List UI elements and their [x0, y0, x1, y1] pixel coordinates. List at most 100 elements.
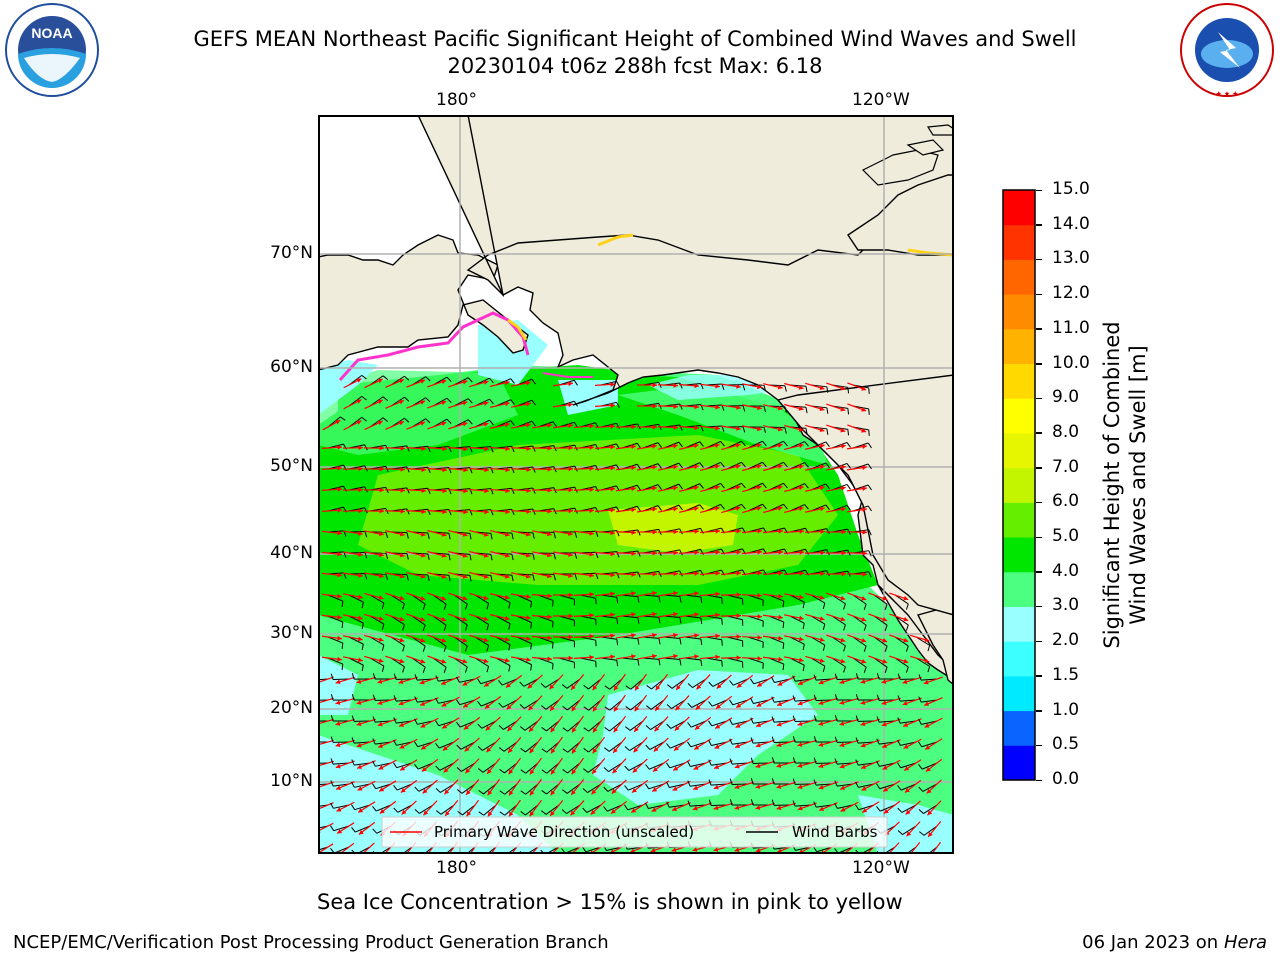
- wind-barb-flag: [603, 806, 608, 812]
- wind-barb: [396, 720, 413, 724]
- wave-arrow-head: [818, 721, 824, 726]
- wave-arrow-head: [610, 382, 615, 387]
- wave-arrow-head: [735, 743, 741, 748]
- wind-barb: [390, 615, 405, 626]
- wind-barb-flag: [834, 736, 838, 743]
- wind-barb-flag: [427, 532, 430, 539]
- wind-barb-flag: [762, 482, 767, 489]
- wave-arrow-head: [508, 790, 514, 796]
- colorbar-frame: [1002, 189, 1036, 781]
- wave-arrow-head: [757, 635, 762, 640]
- wave-arrow-head: [652, 465, 657, 470]
- wind-barb: [480, 678, 497, 685]
- wind-barb-flag: [478, 768, 484, 773]
- wind-barb-flag: [636, 463, 641, 470]
- wave-arrow-head: [693, 464, 699, 470]
- wind-barb-flag: [729, 778, 733, 785]
- wind-barb-flag: [446, 397, 452, 403]
- wave-arrow-head: [798, 485, 804, 491]
- wind-barb-flag: [385, 552, 389, 560]
- wind-barb-flag: [530, 601, 533, 608]
- wind-barb-flag: [422, 645, 426, 652]
- wind-barb-flag: [771, 736, 775, 743]
- wave-arrow-head: [399, 595, 405, 601]
- wave-arrow-head: [839, 721, 845, 726]
- wind-barb-flag: [750, 799, 754, 806]
- wave-arrow-head: [589, 655, 594, 660]
- wind-barb: [648, 783, 665, 790]
- wind-barb-flag: [804, 441, 809, 447]
- wind-barb-flag: [700, 638, 703, 645]
- wind-barb: [774, 720, 791, 723]
- wave-arrow-head: [399, 573, 405, 579]
- wind-barb-flag: [499, 790, 505, 795]
- wind-barb-flag: [805, 386, 808, 393]
- wind-barb: [726, 594, 743, 600]
- wave-arrow-head: [883, 787, 889, 792]
- wind-barb-flag: [511, 554, 514, 561]
- wind-barb: [922, 762, 938, 770]
- wave-arrow-head: [589, 487, 594, 492]
- wind-barb: [327, 657, 344, 665]
- wind-barb: [537, 636, 554, 643]
- wave-arrow-head: [736, 384, 741, 389]
- wind-barb-flag: [402, 603, 405, 610]
- wind-barb-flag: [708, 799, 712, 806]
- wind-barb: [879, 783, 896, 790]
- wind-barb-flag: [687, 683, 693, 688]
- wave-arrow-head: [797, 721, 803, 727]
- wind-barb: [901, 783, 917, 791]
- wave-arrow-head: [568, 634, 573, 640]
- wind-barb-flag: [477, 723, 483, 729]
- wave-arrow-head: [484, 703, 490, 709]
- wind-barb-flag: [393, 739, 397, 746]
- wind-barb-flag: [802, 665, 805, 672]
- wind-barb-flag: [341, 663, 344, 671]
- wind-barb: [524, 699, 539, 709]
- wind-barb-flag: [863, 603, 867, 610]
- wave-arrow-head: [631, 654, 636, 659]
- wave-arrow-head: [755, 784, 761, 789]
- wind-barb-flag: [863, 645, 867, 652]
- wind-barb: [411, 615, 426, 626]
- wind-barb: [795, 699, 812, 702]
- wind-barb: [705, 657, 722, 662]
- wind-barb-flag: [443, 625, 447, 631]
- wave-arrow-head: [862, 507, 867, 512]
- wave-arrow-head: [571, 727, 577, 733]
- wind-barb-flag: [341, 600, 344, 608]
- wave-arrow-head: [862, 550, 867, 556]
- wave-arrow-head: [692, 805, 698, 811]
- wind-barb: [684, 657, 701, 661]
- land-canada-north: [847, 174, 954, 256]
- land-arctic-island-1: [861, 149, 939, 186]
- wind-barb-flag: [729, 718, 733, 725]
- sea-ice-bering-pink: [338, 318, 479, 382]
- wind-barb-flag: [699, 504, 704, 510]
- wind-barb-flag: [825, 483, 830, 490]
- wind-barb: [900, 762, 917, 769]
- wind-barb-flag: [624, 746, 630, 751]
- wind-barb-flag: [562, 748, 569, 753]
- wave-arrow-head: [924, 723, 930, 728]
- wind-barb: [474, 615, 489, 625]
- colorbar-tick-mark: [1036, 571, 1042, 573]
- wind-barb-flag: [456, 722, 461, 728]
- wave-arrow-head: [841, 464, 846, 470]
- wave-arrow-head: [463, 509, 468, 515]
- wind-barb-flag: [427, 574, 430, 581]
- wave-arrow-head: [861, 764, 867, 769]
- wind-barb-flag: [813, 736, 817, 743]
- wind-barb: [732, 762, 749, 765]
- wind-barb-flag: [541, 810, 547, 815]
- wind-barb: [495, 657, 511, 667]
- wind-barb-flag: [708, 779, 712, 786]
- wind-barb-flag: [741, 461, 746, 468]
- wind-barb-flag: [708, 681, 714, 687]
- wind-barb-flag: [531, 399, 536, 406]
- wind-barb: [333, 762, 350, 765]
- wind-barb-flag: [637, 659, 640, 666]
- wave-arrow-head: [862, 444, 867, 449]
- wind-barb-flag: [792, 715, 796, 722]
- wave-arrow-head: [734, 847, 740, 853]
